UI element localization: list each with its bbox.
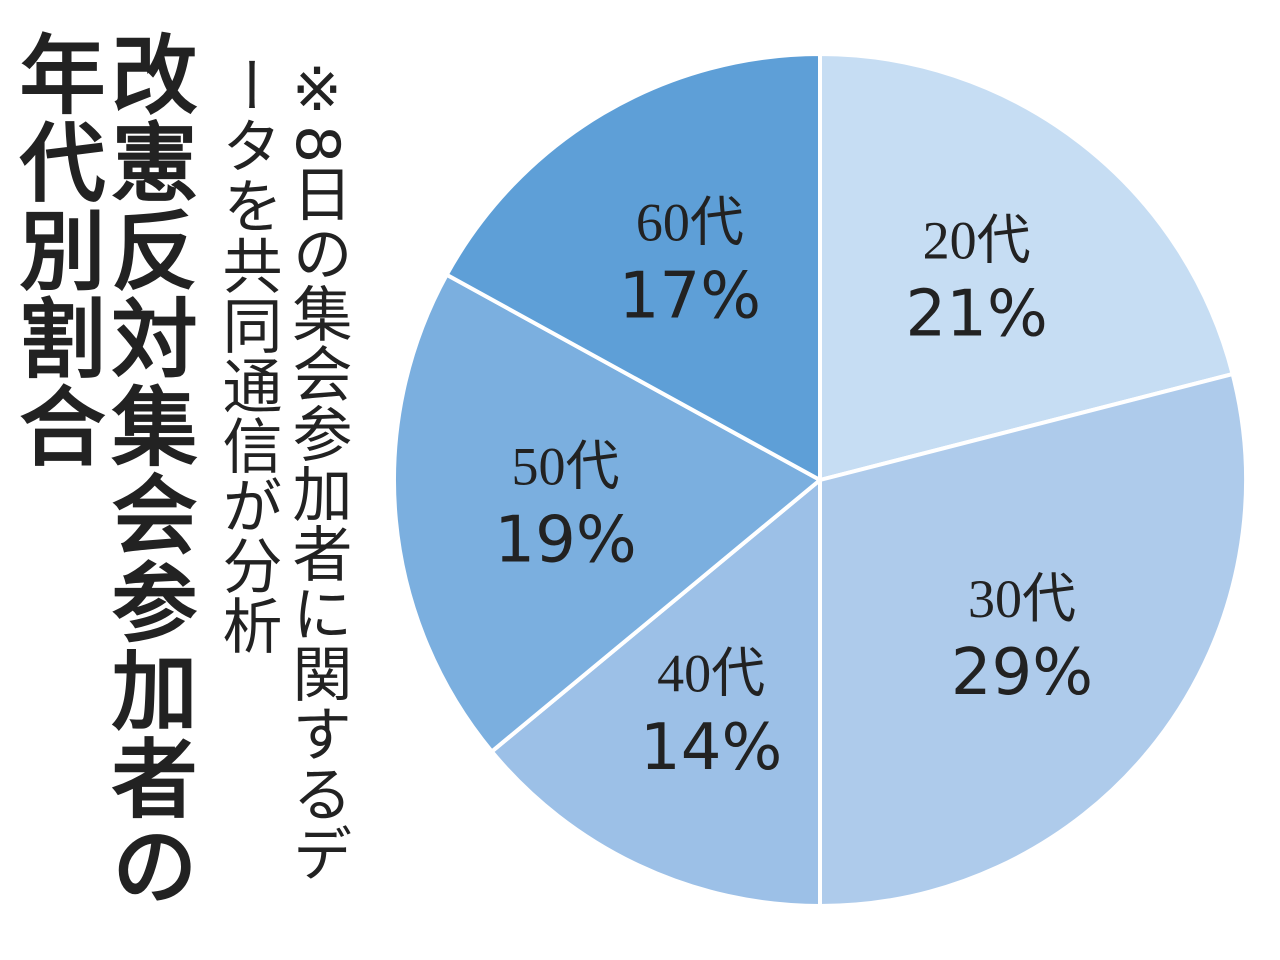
pie-slice xyxy=(488,475,822,909)
chart-note: ※8日の集会参加者に関するデータを共同通信が分析 xyxy=(212,55,352,884)
chart-title: 改憲反対集会参加者の年代別割合 xyxy=(4,30,196,910)
pie-slice xyxy=(443,51,822,484)
slice-label: 20代 xyxy=(923,210,1031,270)
slice-label: 30代 xyxy=(968,569,1076,629)
pie-slice xyxy=(818,51,1236,483)
value-label: 29% xyxy=(951,636,1093,710)
value-label: 14% xyxy=(640,711,782,785)
pie-slice xyxy=(392,272,824,755)
value-label: 17% xyxy=(619,260,761,334)
slice-label: 40代 xyxy=(657,644,765,704)
slice-label: 60代 xyxy=(636,192,744,252)
value-label: 19% xyxy=(494,504,636,578)
slice-label: 50代 xyxy=(512,436,620,496)
pie-slice xyxy=(818,371,1248,909)
value-label: 21% xyxy=(906,278,1048,352)
